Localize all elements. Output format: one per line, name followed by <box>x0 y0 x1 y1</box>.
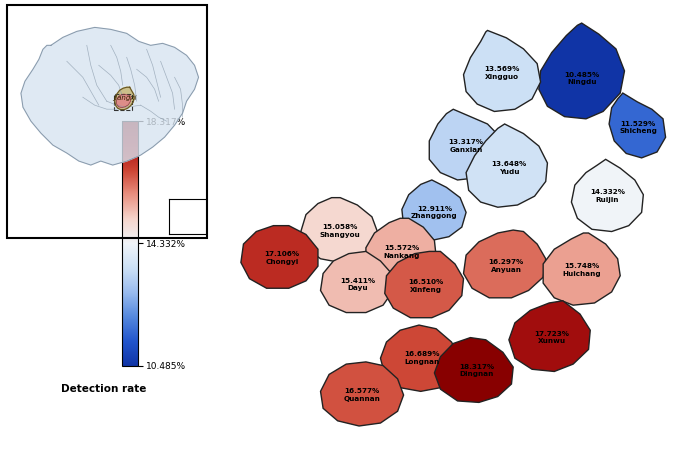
Text: 13.648%
Yudu: 13.648% Yudu <box>491 161 526 175</box>
Polygon shape <box>435 337 513 403</box>
Polygon shape <box>463 30 540 111</box>
Text: 15.572%
Nankang: 15.572% Nankang <box>384 246 420 259</box>
Polygon shape <box>366 218 436 283</box>
Text: Jiangxi: Jiangxi <box>113 95 137 101</box>
Text: 14.332%
Ruijin: 14.332% Ruijin <box>590 189 625 203</box>
Polygon shape <box>381 325 460 391</box>
Text: 15.411%
Dayu: 15.411% Dayu <box>340 278 375 291</box>
Polygon shape <box>321 252 393 313</box>
Polygon shape <box>463 230 546 298</box>
Polygon shape <box>466 124 547 207</box>
Text: 15.058%
Shangyou: 15.058% Shangyou <box>320 224 360 238</box>
Polygon shape <box>21 27 199 165</box>
Text: 12.911%
Zhanggong: 12.911% Zhanggong <box>411 206 458 219</box>
Text: 11.529%
Shicheng: 11.529% Shicheng <box>620 121 657 134</box>
Polygon shape <box>241 226 318 288</box>
Polygon shape <box>402 180 466 240</box>
Text: 16.689%
Longnan: 16.689% Longnan <box>404 351 440 365</box>
Text: 13.317%
Ganxian: 13.317% Ganxian <box>449 139 484 153</box>
Text: 16.577%
Quannan: 16.577% Quannan <box>343 388 380 402</box>
Text: 18.317%
Dingnan: 18.317% Dingnan <box>458 364 494 377</box>
Polygon shape <box>321 362 404 426</box>
Polygon shape <box>609 93 666 158</box>
Polygon shape <box>116 94 131 108</box>
Polygon shape <box>115 87 134 110</box>
Text: 17.723%
Xunwu: 17.723% Xunwu <box>534 331 569 344</box>
Text: 17.106%
Chongyi: 17.106% Chongyi <box>265 251 300 265</box>
Text: 16.510%
Xinfeng: 16.510% Xinfeng <box>408 279 444 293</box>
Polygon shape <box>539 23 624 119</box>
Text: 13.569%
Xingguo: 13.569% Xingguo <box>484 67 519 80</box>
Polygon shape <box>543 233 620 305</box>
Bar <box>114 94 132 110</box>
Text: 16.297%
Anyuan: 16.297% Anyuan <box>489 260 524 273</box>
Polygon shape <box>509 301 590 371</box>
Polygon shape <box>429 109 503 180</box>
Polygon shape <box>571 159 643 232</box>
Polygon shape <box>385 252 463 318</box>
Text: Detection rate: Detection rate <box>61 384 146 394</box>
Text: 10.485%
Ningdu: 10.485% Ningdu <box>564 72 599 85</box>
Polygon shape <box>301 198 378 262</box>
Text: 15.748%
Huichang: 15.748% Huichang <box>562 263 601 277</box>
